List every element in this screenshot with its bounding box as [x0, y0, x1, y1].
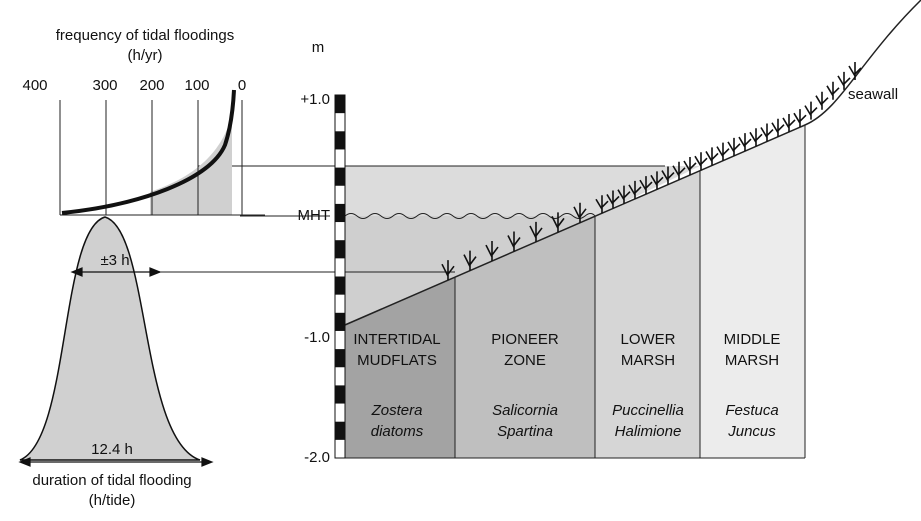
scale-segment [335, 313, 345, 331]
plant [816, 92, 828, 110]
tick-label: 300 [92, 77, 117, 94]
zone-species: Puccinellia [612, 402, 684, 419]
scale-segment [335, 131, 345, 149]
scale-label: -1.0 [304, 329, 330, 346]
scale-segment [335, 95, 345, 113]
scale-segment [335, 204, 345, 222]
scale-segment [335, 349, 345, 367]
zone-name: LOWER [620, 331, 675, 348]
zone-species: Festuca [725, 402, 778, 419]
scale-label: -2.0 [304, 449, 330, 466]
zone-name: ZONE [504, 352, 546, 369]
zone-name: MUDFLATS [357, 352, 437, 369]
tick-label: 400 [22, 77, 47, 94]
chart-unit: (h/tide) [89, 492, 136, 509]
width-label: ±3 h [100, 252, 129, 269]
zone-species: Halimione [615, 423, 682, 440]
zone-species: Salicornia [492, 402, 558, 419]
chart-unit: (h/yr) [128, 47, 163, 64]
plant [717, 143, 729, 161]
plant [772, 119, 784, 137]
plant [794, 109, 806, 127]
chart-title: frequency of tidal floodings [56, 27, 234, 44]
scale-segment [335, 422, 345, 440]
chart-title: duration of tidal flooding [32, 472, 191, 489]
zone-species: Juncus [727, 423, 776, 440]
zone-name: MARSH [725, 352, 779, 369]
zone-species: Spartina [497, 423, 553, 440]
zone-species: diatoms [371, 423, 424, 440]
mht-label: MHT [298, 207, 331, 224]
zone-name: MARSH [621, 352, 675, 369]
scale-segment [335, 240, 345, 258]
scale-segment [335, 277, 345, 295]
plant [783, 114, 795, 132]
plant [739, 133, 751, 151]
zone-name: PIONEER [491, 331, 559, 348]
zone-name: MIDDLE [724, 331, 781, 348]
tick-label: 100 [184, 77, 209, 94]
plant [761, 124, 773, 142]
scale-segment [335, 385, 345, 403]
plant [827, 82, 839, 100]
scale-unit: m [312, 39, 325, 56]
salt-marsh-diagram: m +1.0 MHT -1.0 -2.0 seawall frequency o… [0, 0, 921, 516]
plant [728, 138, 740, 156]
frequency-area [150, 115, 232, 215]
tick-label: 200 [139, 77, 164, 94]
zone-species: Zostera [371, 402, 423, 419]
scale-label: +1.0 [300, 91, 330, 108]
seawall-label: seawall [848, 86, 898, 103]
plant [706, 147, 718, 165]
plant [750, 128, 762, 146]
plant [805, 102, 817, 120]
zone-name: INTERTIDAL [353, 331, 440, 348]
scale-segment [335, 168, 345, 186]
base-label: 12.4 h [91, 441, 133, 458]
tick-label: 0 [238, 77, 246, 94]
